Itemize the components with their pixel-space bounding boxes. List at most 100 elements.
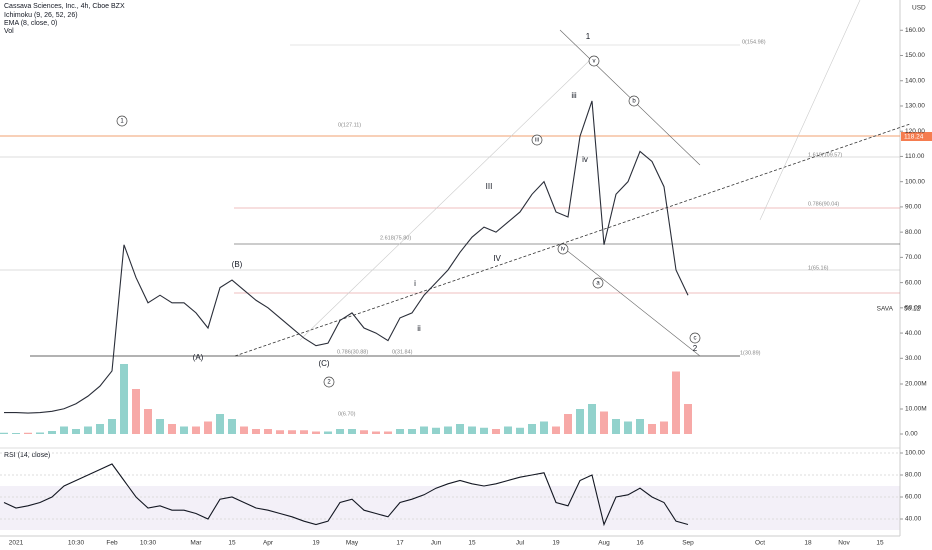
- volume-bar: [648, 424, 656, 434]
- channel-line: [299, 59, 591, 341]
- y-tick-label: 100.00: [905, 450, 925, 457]
- volume-bar: [192, 426, 200, 434]
- volume-bar: [252, 429, 260, 434]
- rsi-band: [0, 486, 900, 530]
- volume-bar: [564, 414, 572, 434]
- x-tick-label: 15: [228, 540, 236, 547]
- annotation-circle: [592, 277, 604, 289]
- wave-label: i: [414, 279, 416, 288]
- x-tick-label: Sep: [682, 540, 694, 547]
- volume-bar: [420, 426, 428, 434]
- fib-label: 0.786(30.88): [337, 349, 368, 355]
- volume-bar: [276, 430, 284, 434]
- volume-bar: [384, 431, 392, 434]
- volume-bar: [612, 419, 620, 434]
- wave-label: (C): [318, 359, 329, 368]
- volume-bar: [168, 424, 176, 434]
- volume-bar: [432, 427, 440, 434]
- volume-bar: [36, 432, 44, 434]
- wave-label: (A): [193, 353, 204, 362]
- fib-label: 0.786(90.04): [808, 201, 839, 207]
- volume-bar: [60, 426, 68, 434]
- x-tick-label: Jul: [516, 540, 525, 547]
- volume-bar: [348, 429, 356, 434]
- volume-bar: [300, 430, 308, 434]
- volume-bar: [12, 433, 20, 434]
- volume-bar: [684, 404, 692, 434]
- annotation-circle: [689, 332, 701, 344]
- y-tick-label: 30.00: [905, 355, 922, 362]
- x-tick-label: Apr: [263, 540, 274, 547]
- y-tick-label: 150.00: [905, 52, 925, 59]
- volume-bar: [84, 426, 92, 434]
- volume-bar: [408, 429, 416, 434]
- fib-label: 1.618(109.57): [808, 152, 842, 158]
- fib-label: 0(31.84): [392, 349, 413, 355]
- volume-bar: [360, 430, 368, 434]
- fib-label: 1(30.89): [740, 350, 761, 356]
- wave-label: v: [593, 59, 596, 65]
- volume-bar: [576, 409, 584, 434]
- volume-bar: [396, 429, 404, 434]
- volume-bar: [288, 430, 296, 434]
- volume-bar: [120, 364, 128, 434]
- wave-label: iii: [571, 91, 577, 100]
- chart-title: Cassava Sciences, Inc., 4h, Cboe BZX: [4, 3, 125, 10]
- volume-bar: [132, 389, 140, 434]
- y-tick-label: 100.00: [905, 178, 925, 185]
- volume-bar: [156, 419, 164, 434]
- volume-bar: [144, 409, 152, 434]
- symbol: SAVA: [877, 306, 894, 313]
- wave-label: c: [694, 336, 697, 342]
- y-tick-label: 90.00: [905, 204, 922, 211]
- volume-bar: [372, 431, 380, 434]
- y-tick-label: 80.00: [905, 229, 922, 236]
- annotation-circle: [557, 243, 569, 255]
- x-tick-label: 10:30: [140, 540, 157, 547]
- trend-line: [234, 123, 911, 357]
- level-tag: 118.24: [904, 134, 924, 141]
- annotation-circle: [628, 95, 640, 107]
- x-tick-label: 19: [552, 540, 560, 547]
- fib-label: 2.618(75.80): [380, 235, 411, 241]
- volume-bar: [540, 421, 548, 434]
- y-tick-label: 0.00: [905, 431, 918, 438]
- volume-bar: [48, 431, 56, 434]
- y-tick-label: 10.00M: [905, 406, 927, 413]
- volume-bar: [96, 424, 104, 434]
- x-tick-label: 19: [312, 540, 320, 547]
- x-tick-label: 17: [396, 540, 404, 547]
- wave-label: iii: [535, 138, 539, 144]
- y-tick-label: 130.00: [905, 103, 925, 110]
- y-tick-label: 140.00: [905, 77, 925, 84]
- wave-label: iv: [561, 247, 565, 253]
- y-tick-label: 80.00: [905, 472, 922, 479]
- wave-label: ii: [417, 324, 421, 333]
- wave-label: III: [486, 182, 493, 191]
- annotation-circle: [531, 134, 543, 146]
- fib-label: 0(6.70): [338, 411, 356, 417]
- y-tick-label: 160.00: [905, 27, 925, 34]
- wave-label: 1: [120, 119, 124, 125]
- x-tick-label: Jun: [431, 540, 442, 547]
- x-tick-label: Aug: [598, 540, 610, 547]
- volume-bar: [672, 371, 680, 434]
- x-tick-label: 2021: [9, 540, 24, 547]
- y-tick-label: 70.00: [905, 254, 922, 261]
- x-tick-label: May: [346, 540, 359, 547]
- currency: USD: [912, 5, 926, 12]
- volume-bar: [456, 424, 464, 434]
- x-tick-label: 15: [876, 540, 884, 547]
- y-tick-label: 60.00: [905, 279, 922, 286]
- volume-bar: [24, 432, 32, 434]
- y-tick-label: 120.00: [905, 128, 925, 135]
- y-tick-label: 40.00: [905, 516, 922, 523]
- volume-bar: [180, 426, 188, 434]
- volume-bar: [444, 426, 452, 434]
- volume-bar: [108, 419, 116, 434]
- volume-bar: [504, 426, 512, 434]
- y-tick-label: 110.00: [905, 153, 925, 160]
- volume-bar: [492, 429, 500, 434]
